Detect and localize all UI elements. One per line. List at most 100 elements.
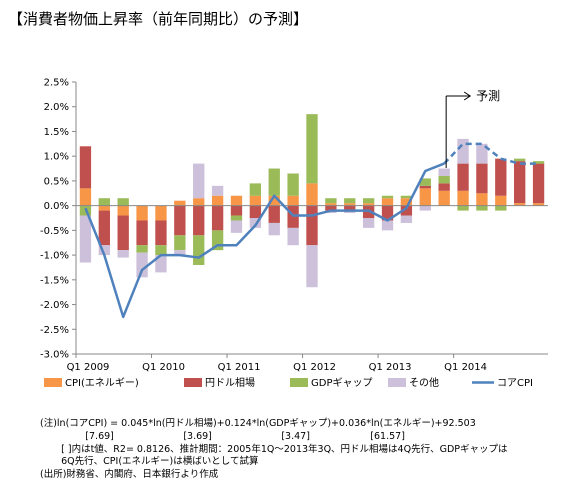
note-line: [ ]内はt値、R2= 0.8126、推計期間：2005年1Q～2013年3Q、… bbox=[40, 443, 508, 455]
bar-その他 bbox=[98, 245, 110, 256]
bar-その他 bbox=[249, 218, 262, 228]
bar-円ドル相場 bbox=[457, 163, 469, 191]
bar-GDPギャップ bbox=[325, 198, 337, 204]
bar-その他 bbox=[381, 220, 394, 231]
bar-GDPギャップ bbox=[457, 205, 469, 211]
bar-円ドル相場 bbox=[79, 146, 92, 189]
bar-GDPギャップ bbox=[532, 161, 545, 164]
bar-GDPギャップ bbox=[117, 198, 129, 206]
bar-円ドル相場 bbox=[98, 210, 110, 246]
x-tick-label: Q1 2013 bbox=[369, 362, 412, 373]
legend-swatch bbox=[388, 378, 406, 387]
bar-円ドル相場 bbox=[174, 205, 186, 236]
bar-円ドル相場 bbox=[249, 205, 262, 218]
line-core-cpi bbox=[84, 162, 445, 319]
y-tick-label: -1.0% bbox=[40, 251, 69, 262]
note-line: (出所)財務省、内閣府、日本銀行より作成 bbox=[40, 469, 219, 481]
bar-GDPギャップ bbox=[306, 114, 318, 184]
y-tick-label: 1.5% bbox=[44, 127, 69, 138]
legend-swatch bbox=[44, 378, 62, 387]
bar-円ドル相場 bbox=[136, 220, 148, 246]
bar-その他 bbox=[136, 252, 148, 278]
bar-GDPギャップ bbox=[419, 178, 431, 186]
bar-その他 bbox=[400, 215, 413, 223]
bar-GDPギャップ bbox=[381, 195, 394, 199]
bar-円ドル相場 bbox=[476, 163, 488, 194]
chart-notes: (注)ln(コアCPI) = 0.045*ln(円ドル相場)+0.124*ln(… bbox=[40, 418, 508, 482]
bar-CPI(エネルギー) bbox=[457, 190, 469, 206]
bar-その他 bbox=[193, 163, 205, 199]
bar-CPI(エネルギー) bbox=[230, 195, 243, 206]
bar-CPI(エネルギー) bbox=[344, 203, 356, 206]
bar-GDPギャップ bbox=[287, 173, 299, 196]
bar-CPI(エネルギー) bbox=[419, 188, 431, 206]
bar-その他 bbox=[362, 218, 375, 228]
bar-CPI(エネルギー) bbox=[306, 183, 318, 206]
bar-その他 bbox=[79, 215, 92, 263]
bar-円ドル相場 bbox=[211, 205, 224, 231]
bar-その他 bbox=[476, 143, 488, 164]
bar-GDPギャップ bbox=[344, 198, 356, 204]
bar-円ドル相場 bbox=[532, 163, 545, 204]
bar-その他 bbox=[230, 220, 243, 233]
bar-CPI(エネルギー) bbox=[495, 195, 507, 206]
bar-円ドル相場 bbox=[438, 183, 450, 191]
x-tick-label: Q1 2010 bbox=[142, 362, 185, 373]
bar-CPI(エネルギー) bbox=[193, 198, 205, 206]
cpi-forecast-chart: 2.5% 2.0% 1.5% 1.0% 0.5% 0.0% -0.5% -1.0% -1.5% -… bbox=[40, 78, 548, 389]
bar-CPI(エネルギー) bbox=[514, 203, 526, 206]
bar-その他 bbox=[287, 227, 299, 246]
x-tick-label: Q1 2011 bbox=[218, 362, 261, 373]
bar-その他 bbox=[457, 138, 469, 164]
bar-CPI(エネルギー) bbox=[325, 203, 337, 206]
bar-GDPギャップ bbox=[98, 198, 110, 206]
x-tick-label: Q1 2012 bbox=[293, 362, 336, 373]
bar-CPI(エネルギー) bbox=[532, 203, 545, 206]
y-tick-label: 2.5% bbox=[44, 78, 69, 89]
bar-GDPギャップ bbox=[495, 205, 507, 211]
bar-その他 bbox=[155, 255, 167, 273]
chart-title: 【消費者物価上昇率（前年同期比）の予測】 bbox=[8, 10, 309, 28]
bar-その他 bbox=[306, 245, 318, 288]
legend-label: CPI(エネルギー) bbox=[65, 377, 139, 389]
bar-その他 bbox=[174, 250, 186, 256]
bar-CPI(エネルギー) bbox=[211, 195, 224, 206]
bar-GDPギャップ bbox=[268, 168, 280, 196]
bar-CPI(エネルギー) bbox=[362, 203, 375, 206]
bar-GDPギャップ bbox=[514, 158, 526, 162]
bar-CPI(エネルギー) bbox=[400, 198, 413, 206]
legend-label: その他 bbox=[409, 376, 439, 389]
bar-円ドル相場 bbox=[514, 161, 526, 204]
bar-円ドル相場 bbox=[400, 205, 413, 216]
bar-GDPギャップ bbox=[174, 235, 186, 251]
legend-label: コアCPI bbox=[497, 378, 533, 389]
y-tick-label: -2.0% bbox=[40, 300, 69, 311]
y-tick-label: -3.0% bbox=[40, 350, 69, 361]
bar-CPI(エネルギー) bbox=[249, 195, 262, 206]
bar-その他 bbox=[268, 222, 280, 236]
bar-CPI(エネルギー) bbox=[98, 205, 110, 211]
legend-label: 円ドル相場 bbox=[205, 376, 255, 389]
legend-label: GDPギャップ bbox=[311, 377, 372, 389]
bar-GDPギャップ bbox=[230, 215, 243, 221]
y-tick-label: -1.5% bbox=[40, 275, 69, 286]
bar-その他 bbox=[211, 185, 224, 196]
bar-CPI(エネルギー) bbox=[381, 198, 394, 206]
y-tick-label: 0.0% bbox=[44, 201, 69, 212]
bar-円ドル相場 bbox=[495, 158, 507, 196]
bar-CPI(エネルギー) bbox=[287, 195, 299, 206]
bar-CPI(エネルギー) bbox=[438, 190, 450, 206]
legend-swatch bbox=[184, 378, 202, 387]
bar-GDPギャップ bbox=[249, 183, 262, 196]
bar-CPI(エネルギー) bbox=[476, 193, 488, 206]
bar-円ドル相場 bbox=[306, 205, 318, 246]
bar-CPI(エネルギー) bbox=[79, 188, 92, 206]
forecast-label: 予測 bbox=[476, 89, 500, 103]
forecast-arrow-head bbox=[463, 91, 472, 101]
note-line: [7.69] [3.69] [3.47] [61.57] bbox=[40, 430, 405, 442]
line-core-cpi-forecast bbox=[443, 142, 539, 165]
bar-GDPギャップ bbox=[438, 175, 450, 184]
bar-CPI(エネルギー) bbox=[136, 205, 148, 221]
bar-円ドル相場 bbox=[268, 205, 280, 223]
y-tick-label: -2.5% bbox=[40, 325, 69, 336]
